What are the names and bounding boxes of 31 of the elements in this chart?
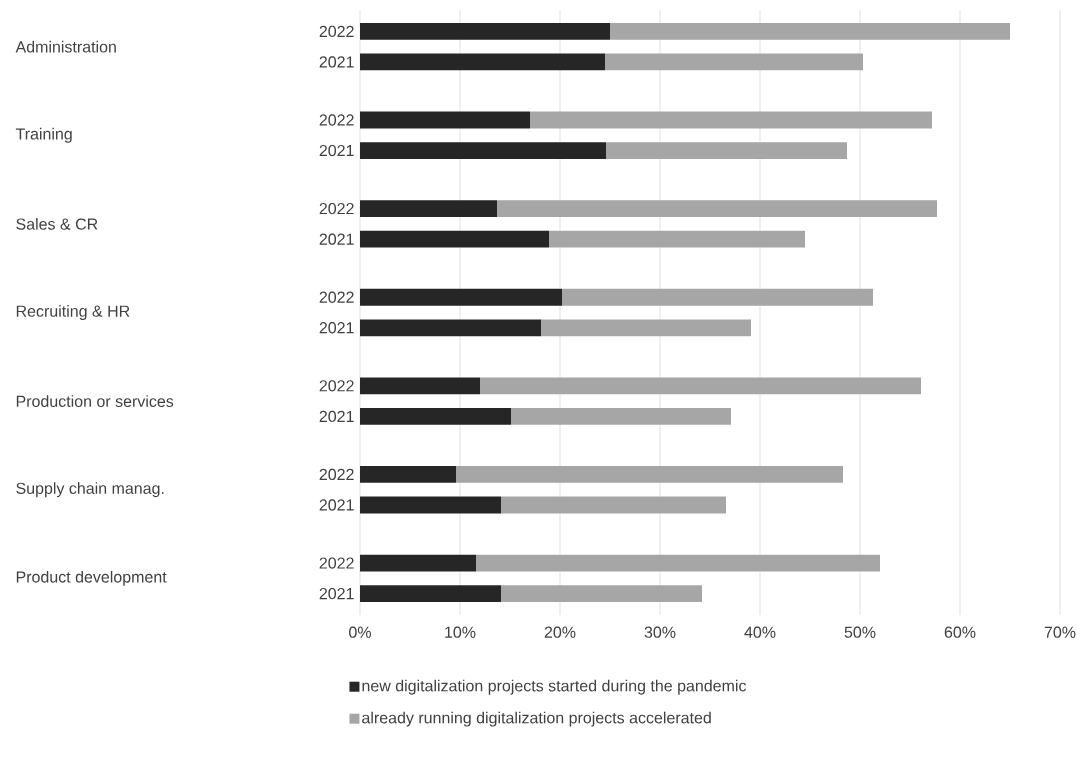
text: Product development xyxy=(16,570,167,586)
text: Administration xyxy=(15,40,116,53)
text: Recruiting & HR xyxy=(16,305,130,320)
text: Sales & CR xyxy=(16,218,98,230)
y-tick-label: 2021 xyxy=(319,56,354,68)
x-tick-label: 70% xyxy=(1044,626,1076,638)
x-tick-label: 0% xyxy=(349,626,371,638)
y-tick-label: 2021 xyxy=(319,499,354,511)
y-tick-label: 2022 xyxy=(319,380,354,392)
x-tick-label: 30% xyxy=(644,626,676,638)
y-tick-label: 2022 xyxy=(319,557,354,569)
x-tick-label: 50% xyxy=(844,626,876,638)
y-tick-label: 2022 xyxy=(319,291,354,303)
y-tick-label: 2022 xyxy=(319,25,354,38)
legend-label: already running digitalization projects accelerated xyxy=(362,711,711,727)
y-tick-label: 2021 xyxy=(319,233,354,245)
y-tick-label: 2022 xyxy=(319,202,354,215)
y-tick-label: 2021 xyxy=(319,144,354,157)
legend-label: new digitalization projects started during the pandemic xyxy=(362,679,747,695)
x-tick-label: 60% xyxy=(944,626,976,638)
y-tick-label: 2021 xyxy=(319,587,354,600)
x-tick-label: 40% xyxy=(744,626,776,638)
text: Training xyxy=(15,127,72,143)
x-tick-label: 20% xyxy=(544,626,576,638)
y-tick-label: 2022 xyxy=(319,468,354,481)
y-tick-label: 2022 xyxy=(319,114,354,126)
text: Production or services xyxy=(16,395,174,408)
y-tick-label: 2021 xyxy=(319,410,354,423)
y-tick-label: 2021 xyxy=(319,322,354,334)
x-tick-label: 10% xyxy=(445,626,476,638)
text: Supply chain manag. xyxy=(16,482,164,498)
